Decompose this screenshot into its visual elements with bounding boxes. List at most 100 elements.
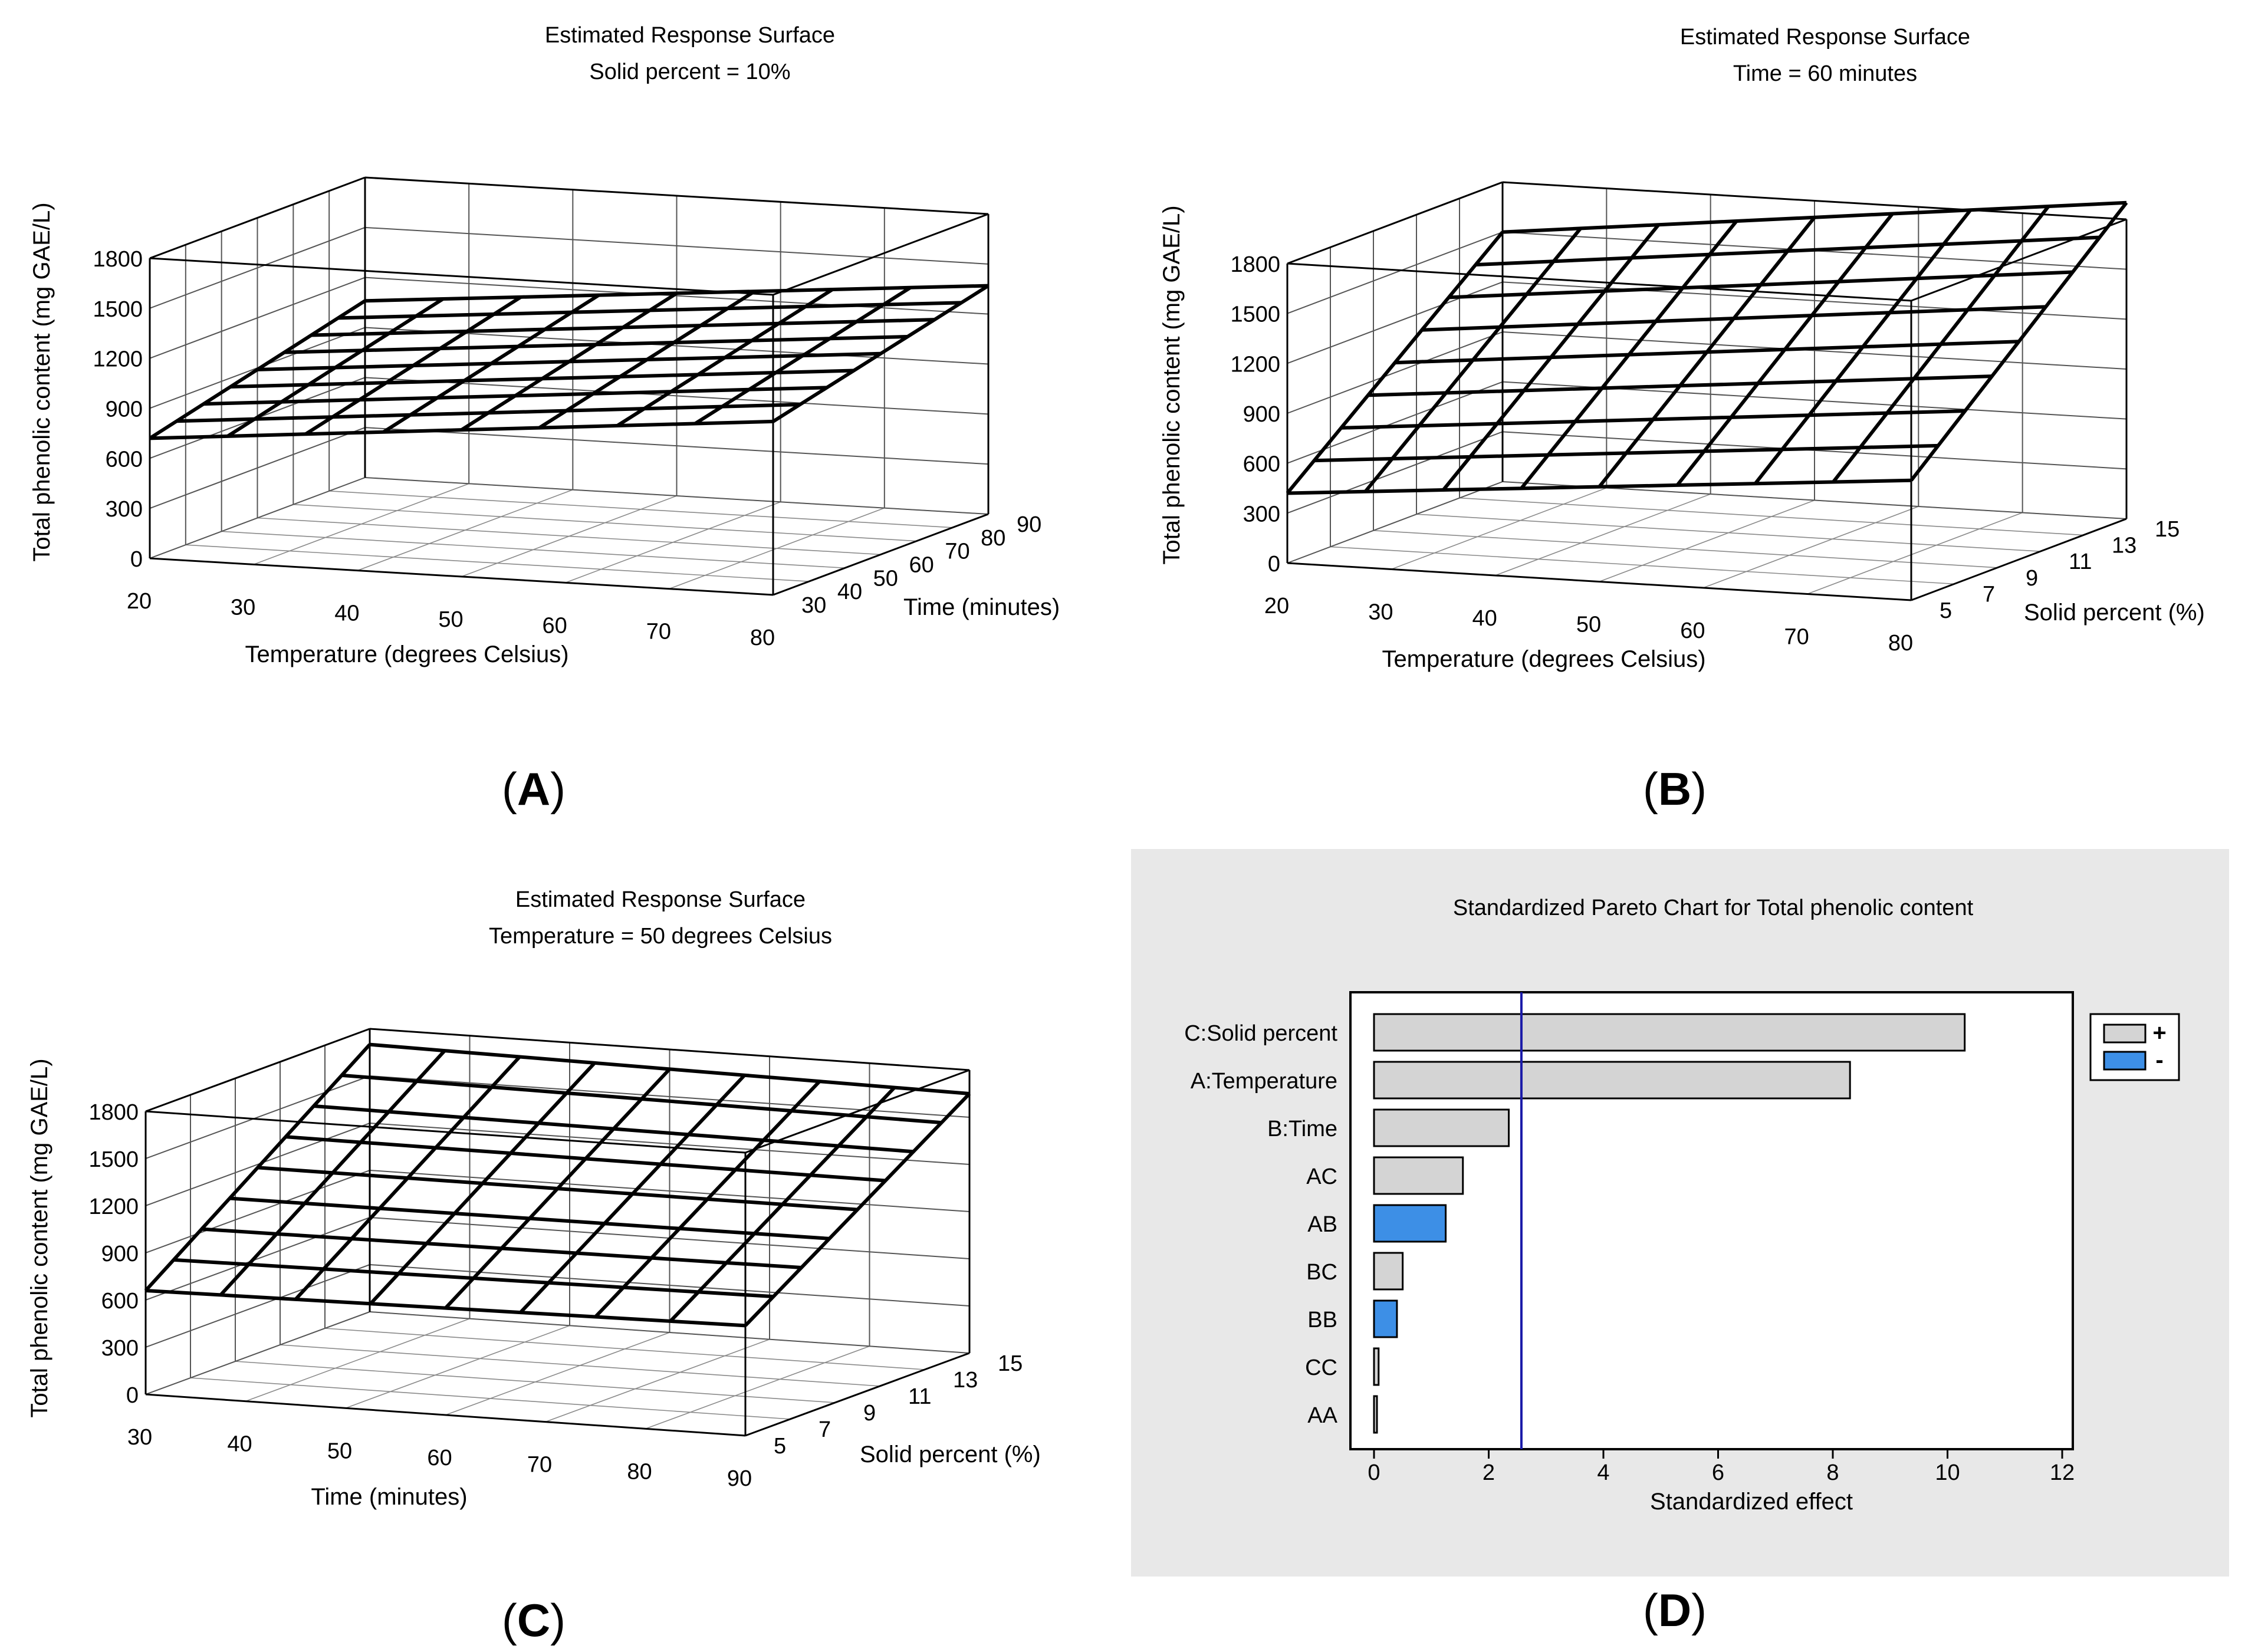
side-wall-gridline	[149, 226, 366, 309]
back-wall-gridline	[369, 1264, 970, 1307]
y-tick-label: 11	[908, 1384, 931, 1409]
surface-mesh-line	[311, 318, 935, 337]
y-tick-label: 50	[873, 566, 898, 591]
pareto-bar	[1373, 1156, 1464, 1195]
side-wall-gridline	[1287, 431, 1503, 514]
back-wall-gridline	[369, 1170, 970, 1212]
box-frame-edge	[1287, 181, 1503, 265]
panel-b-subtitle: Time = 60 minutes	[1733, 61, 1917, 86]
side-wall-gridline	[1287, 331, 1503, 414]
surface-mesh-line	[313, 1104, 914, 1154]
panel-b-letter: B	[1658, 763, 1691, 815]
x-tick-label: 70	[527, 1453, 552, 1477]
surface-mesh-line	[1395, 340, 2019, 365]
panel-d-label: (D)	[1643, 1584, 1707, 1636]
back-wall-gridline	[364, 477, 989, 515]
x-tick-label: 60	[543, 613, 567, 638]
surface-mesh-line	[338, 301, 962, 320]
side-wall-gridline	[145, 1075, 370, 1159]
pareto-category-label: B:Time	[1267, 1117, 1337, 1141]
z-tick-label: 300	[1243, 502, 1280, 526]
legend-swatch-negative	[2103, 1051, 2147, 1071]
z-tick-label: 1200	[93, 347, 143, 372]
panel-b-xlabel: Temperature (degrees Celsius)	[1382, 646, 1705, 672]
x-tick-label: 20	[1264, 594, 1289, 618]
pareto-category-label: C:Solid percent	[1184, 1021, 1337, 1046]
box-frame-edge	[149, 557, 774, 596]
floor-gridline	[190, 1377, 791, 1420]
y-tick-label: 7	[1983, 582, 1995, 607]
panel-c-label: (C)	[502, 1594, 566, 1646]
floor-gridline	[324, 1328, 925, 1370]
pareto-plot-area: C:Solid percent A:Temperature B:Time AC AB BC…	[1184, 992, 2075, 1485]
panel-a-subtitle: Solid percent = 10%	[589, 60, 790, 84]
y-tick-label: 9	[863, 1401, 876, 1426]
panel-b-plot-area: 0 300 600 900 1200 1500 1800 20 30 40 50 60 70 80 5 7 9 1…	[1230, 181, 2180, 656]
x-tick-label: 50	[1576, 613, 1601, 637]
surface-mesh-line	[145, 1289, 746, 1328]
panel-c-xlabel: Time (minutes)	[311, 1484, 467, 1510]
surface-mesh-line	[364, 284, 989, 303]
panel-c-zlabel: Total phenolic content (mg GAE/L)	[27, 1058, 52, 1417]
y-tick-label: 80	[981, 526, 1005, 551]
x-tick-label: 80	[627, 1459, 652, 1484]
floor-gridline	[1459, 497, 2084, 536]
x-tick-label: 30	[127, 1425, 152, 1450]
side-wall-gridline	[145, 1264, 370, 1348]
floor-gridline	[645, 1345, 870, 1430]
box-frame-edge	[1287, 262, 1912, 302]
back-wall-gridline	[369, 1123, 970, 1165]
pareto-x-tick-label: 0	[1368, 1460, 1380, 1485]
pareto-x-tick-label: 12	[2050, 1460, 2075, 1485]
panel-c-plot-area: 0 300 600 900 1200 1500 1800 30 40 50 60 70 80 90 5 7 9 1…	[88, 1028, 1023, 1491]
x-tick-label: 30	[231, 595, 255, 620]
panel-d-pareto-chart: Standardized Pareto Chart for Total phen…	[1131, 849, 2229, 1636]
panel-a-title: Estimated Response Surface	[545, 23, 835, 48]
pareto-category-label: AA	[1307, 1403, 1337, 1428]
floor-gridline	[280, 1344, 880, 1387]
legend-swatch-positive	[2103, 1024, 2147, 1044]
floor-gridline	[1495, 493, 1711, 576]
floor-gridline	[329, 491, 953, 528]
back-wall-gridline	[369, 1075, 970, 1118]
floor-gridline	[1416, 514, 2041, 552]
z-tick-label: 600	[101, 1289, 139, 1314]
panel-c-surface-plot: Estimated Response Surface Temperature =…	[27, 887, 1041, 1646]
back-wall-gridline	[364, 226, 989, 265]
back-wall-gridline	[364, 427, 989, 465]
pareto-category-label: BB	[1307, 1308, 1337, 1332]
y-tick-label: 70	[945, 539, 969, 564]
z-tick-label: 1200	[88, 1194, 139, 1219]
box-frame-edge	[145, 1393, 746, 1437]
side-wall-gridline	[1287, 231, 1503, 314]
floor-gridline	[545, 1338, 770, 1423]
surface-mesh-line	[229, 1196, 830, 1240]
surface-mesh-line	[201, 1227, 802, 1269]
pareto-category-label: AC	[1306, 1164, 1337, 1189]
surface-mesh-line	[257, 1166, 858, 1212]
pareto-bar	[1373, 1013, 1966, 1052]
z-tick-label: 1200	[1230, 352, 1280, 377]
panel-b-title: Estimated Response Surface	[1680, 25, 1970, 50]
surface-mesh-line	[173, 1258, 774, 1299]
floor-gridline	[1330, 546, 1955, 585]
panel-c-ylabel: Solid percent (%)	[860, 1442, 1041, 1467]
surface-mesh-line	[230, 368, 854, 389]
floor-gridline	[185, 544, 809, 582]
surface-mesh-line	[257, 351, 881, 371]
surface-mesh-line	[1475, 235, 2100, 267]
box-frame-edge	[745, 1069, 970, 1154]
floor-gridline	[1807, 512, 2023, 595]
pareto-category-label: AB	[1307, 1212, 1337, 1237]
surface-mesh-line	[1287, 478, 1912, 495]
side-wall-gridline	[145, 1123, 370, 1206]
y-tick-label: 15	[2155, 517, 2180, 542]
pareto-bar	[1373, 1061, 1851, 1100]
floor-gridline	[445, 1332, 670, 1416]
x-tick-label: 80	[1888, 631, 1913, 656]
x-tick-label: 60	[1680, 618, 1705, 643]
panel-c-subtitle: Temperature = 50 degrees Celsius	[489, 924, 832, 949]
panel-b-zlabel: Total phenolic content (mg GAE/L)	[1159, 205, 1185, 564]
z-tick-label: 0	[1268, 552, 1280, 577]
surface-mesh-line	[1341, 409, 1965, 430]
